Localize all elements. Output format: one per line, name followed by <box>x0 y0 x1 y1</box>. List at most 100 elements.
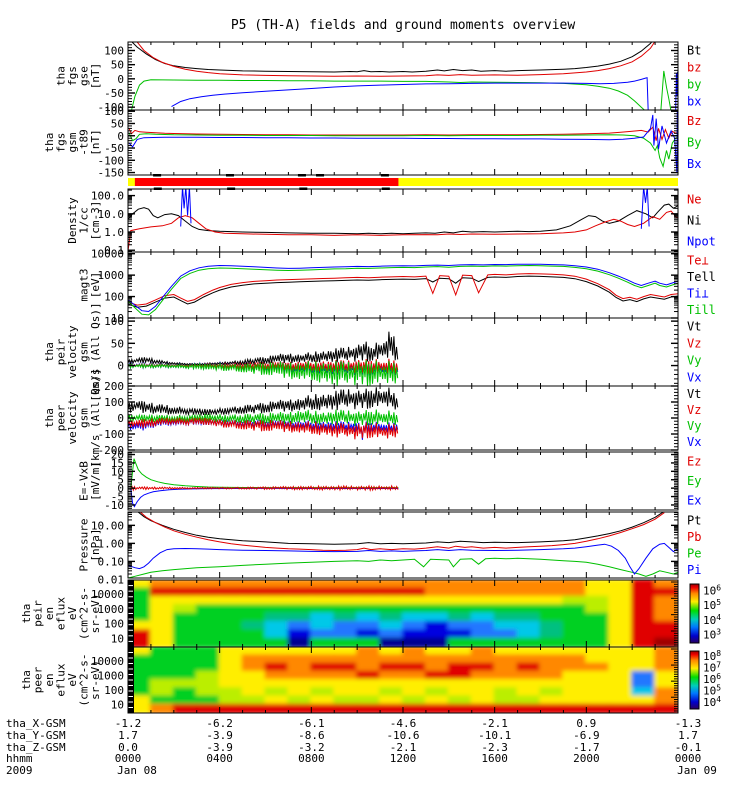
spec-cell <box>654 654 678 665</box>
spec-cell <box>470 703 496 713</box>
series-by-spike <box>660 70 672 110</box>
spec-cell <box>333 580 359 590</box>
spec-cell <box>287 662 313 673</box>
spec-cell <box>516 662 542 673</box>
spec-cell <box>631 654 657 665</box>
spec-cell <box>493 587 519 598</box>
spec-cell <box>585 595 611 607</box>
y-tick-label: 10 <box>111 632 124 645</box>
spec-cell <box>379 629 404 640</box>
spec-cell <box>608 595 634 607</box>
y-axis-title-line: [mV/m] <box>89 461 102 501</box>
spec-cell <box>402 620 427 632</box>
spec-cell <box>654 662 678 673</box>
spec-cell <box>379 637 404 647</box>
y-tick-label: -50 <box>104 87 124 100</box>
spec-cell <box>539 647 565 657</box>
y-axis-title-line: velocity <box>66 391 79 444</box>
legend-Npot: Npot <box>687 235 716 249</box>
spec-cell <box>172 629 198 640</box>
spec-cell <box>333 647 359 657</box>
spec-cell <box>608 629 634 640</box>
series-Ni <box>128 203 678 235</box>
spec-cell <box>654 620 678 632</box>
spec-cell <box>447 612 473 623</box>
y-axis-title-line: gse <box>78 66 91 86</box>
spec-cell <box>447 662 473 673</box>
spec-cell <box>424 654 450 665</box>
spec-cell <box>195 670 221 682</box>
legend-Pe: Pe <box>687 546 701 560</box>
spec-cell <box>516 612 542 623</box>
spec-cell <box>172 604 198 615</box>
spec-cell <box>402 662 427 673</box>
spec-cell <box>654 595 678 607</box>
y-tick-label: -100 <box>98 101 125 114</box>
y-tick-label: 100.0 <box>91 190 124 203</box>
spec-cell <box>333 629 359 640</box>
y-tick-label: 0 <box>117 412 124 425</box>
spec-cell <box>493 662 519 673</box>
y-axis-title-line: magt3 <box>78 268 91 301</box>
spec-cell <box>562 580 588 590</box>
spec-cell <box>333 679 359 690</box>
y-axis-title-line: Density <box>66 197 79 244</box>
colorbar-label: 104 <box>703 695 721 709</box>
spec-cell <box>356 647 382 657</box>
series-Ti-perp <box>128 263 678 313</box>
spec-cell <box>333 637 359 647</box>
y-tick-label: -50 <box>104 142 124 155</box>
legend-Ni: Ni <box>687 214 701 228</box>
legend-Vx: Vx <box>687 371 701 385</box>
spec-cell <box>128 654 152 665</box>
spec-cell <box>356 595 382 607</box>
spec-cell <box>379 604 404 615</box>
plot-title: P5 (TH-A) fields and ground moments over… <box>230 18 576 33</box>
spec-cell <box>241 647 267 657</box>
y-tick-label: 10 <box>111 312 124 325</box>
xtick-zgsm: -2.3 <box>481 741 508 754</box>
spec-cell <box>195 604 221 615</box>
spec-cell <box>516 604 542 615</box>
spec-cell <box>562 612 588 623</box>
legend-Vt: Vt <box>687 387 701 401</box>
spec-cell <box>172 670 198 682</box>
spec-cell <box>516 695 542 706</box>
spec-cell <box>356 695 382 706</box>
spec-cell <box>195 647 221 657</box>
legend-Pt: Pt <box>687 513 701 527</box>
spec-cell <box>470 647 496 657</box>
spec-cell <box>241 687 267 698</box>
spec-cell <box>539 662 565 673</box>
panel-frame <box>127 451 679 511</box>
y-axis-title-line: (cm^2-s- <box>78 587 91 640</box>
spec-cell <box>562 654 588 665</box>
spec-cell <box>608 695 634 706</box>
spec-cell <box>493 629 519 640</box>
flag-mark <box>225 174 234 177</box>
spec-cell <box>424 604 450 615</box>
spec-cell <box>585 679 611 690</box>
spec-cell <box>287 670 313 682</box>
spec-cell <box>149 647 175 657</box>
spec-cell <box>631 637 657 647</box>
spec-cell <box>218 703 244 713</box>
spec-cell <box>356 580 382 590</box>
spec-cell <box>218 604 244 615</box>
spec-cell <box>516 595 542 607</box>
legend-by: by <box>687 78 701 92</box>
spec-cell <box>585 629 611 640</box>
spec-cell <box>218 580 244 590</box>
spec-cell <box>654 629 678 640</box>
spec-cell <box>172 637 198 647</box>
spec-cell <box>562 687 588 698</box>
spec-cell <box>149 580 175 590</box>
spec-cell <box>493 679 519 690</box>
y-axis-title-line: E=-VxB <box>78 461 91 501</box>
spec-cell <box>379 612 404 623</box>
spec-cell <box>585 654 611 665</box>
spec-cell <box>470 654 496 665</box>
spec-cell <box>287 595 313 607</box>
